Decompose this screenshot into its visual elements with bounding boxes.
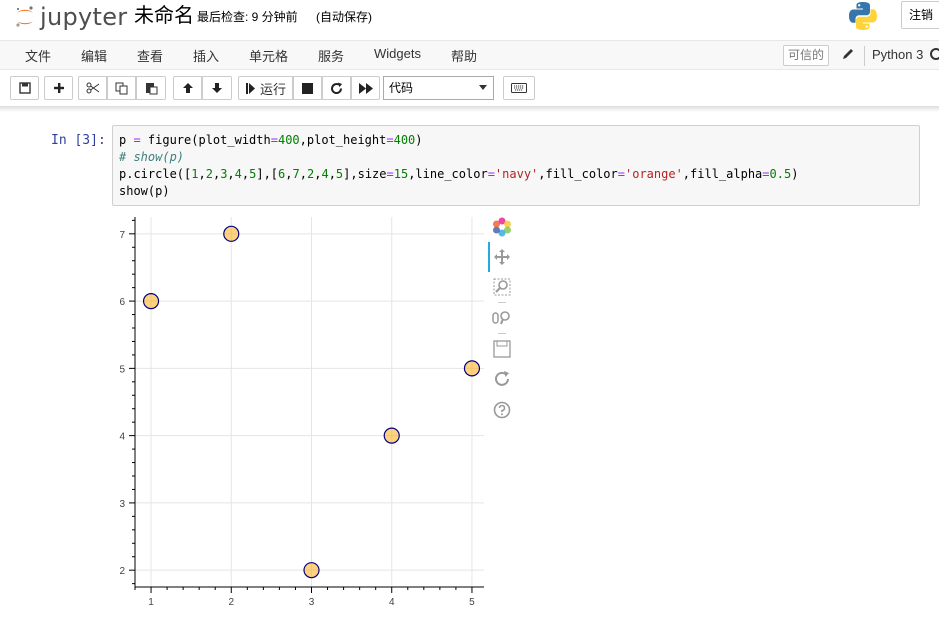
code-line: p.circle([1,2,3,4,5],[6,7,2,4,5],size=15… <box>119 167 799 181</box>
keyboard-icon <box>511 83 527 93</box>
scatter-point <box>223 225 240 242</box>
plus-icon <box>53 83 64 93</box>
command-palette-button[interactable] <box>503 76 535 100</box>
code-line: show(p) <box>119 184 170 198</box>
toolbar-shadow <box>0 106 939 112</box>
code-line: p = figure(plot_width=400,plot_height=40… <box>119 133 423 147</box>
scatter-point <box>383 427 400 444</box>
bokeh-plot[interactable]: 1 2 3 4 5 2 3 4 5 6 7 <box>112 212 484 622</box>
copy-icon <box>115 82 128 94</box>
menu-edit[interactable]: 编辑 <box>81 49 108 64</box>
tool-separator <box>498 333 506 334</box>
save-tool[interactable] <box>492 339 512 359</box>
logout-button[interactable]: 注销 <box>901 1 939 29</box>
wheel-zoom-icon <box>492 311 510 325</box>
kernel-name: Python 3 <box>872 47 924 62</box>
interrupt-button[interactable] <box>293 76 322 100</box>
jupyter-logo-icon <box>16 6 33 27</box>
y-tick-label: 5 <box>119 364 125 375</box>
x-tick-label: 2 <box>228 597 234 608</box>
input-prompt: In [3]: <box>51 133 106 148</box>
pencil-icon[interactable] <box>841 47 855 61</box>
menu-cell[interactable]: 单元格 <box>249 49 289 64</box>
cut-icon <box>86 82 99 94</box>
box-zoom-tool[interactable] <box>492 277 512 297</box>
cut-button[interactable] <box>78 76 107 100</box>
save-icon <box>18 82 31 94</box>
trusted-indicator[interactable]: 可信的 <box>783 45 830 66</box>
cell-type-value: 代码 <box>389 81 414 95</box>
jupyter-logo-text: jupyter <box>40 3 128 31</box>
move-up-button[interactable] <box>173 76 202 100</box>
arrow-down-icon <box>212 83 222 93</box>
help-icon <box>493 401 511 419</box>
code-line: # show(p) <box>119 150 185 164</box>
x-tick-label: 1 <box>148 597 154 608</box>
scatter-point <box>463 360 481 377</box>
plot-toolbar <box>486 212 526 432</box>
header: jupyter 未命名 最后检查: 9 分钟前 (自动保存) 注销 <box>0 0 939 40</box>
save-icon <box>493 340 511 358</box>
x-tick-label: 5 <box>469 597 475 608</box>
bokeh-logo[interactable] <box>492 217 512 237</box>
y-tick-label: 2 <box>119 566 125 577</box>
insert-cell-button[interactable] <box>44 76 73 100</box>
x-tick-label: 3 <box>309 597 315 608</box>
chevron-down-icon <box>479 85 487 90</box>
reset-icon <box>495 371 509 386</box>
y-tick-label: 7 <box>119 230 125 241</box>
toolbar: 运行 代码 <box>0 70 939 106</box>
menu-insert[interactable]: 插入 <box>193 49 220 64</box>
pan-tool[interactable] <box>492 247 512 267</box>
restart-button[interactable] <box>322 76 351 100</box>
menu-view[interactable]: 查看 <box>137 49 164 64</box>
copy-button[interactable] <box>107 76 136 100</box>
box-zoom-icon <box>493 278 511 296</box>
paste-icon <box>145 82 157 94</box>
python-logo-icon <box>849 2 877 30</box>
menu-widgets[interactable]: Widgets <box>374 46 421 61</box>
paste-button[interactable] <box>136 76 166 100</box>
scatter-points <box>142 225 481 579</box>
jupyter-logo[interactable]: jupyter <box>14 2 127 32</box>
stop-icon <box>302 82 313 94</box>
autosave-status: (自动保存) <box>316 10 372 24</box>
tool-separator <box>498 302 506 303</box>
restart-run-all-button[interactable] <box>351 76 380 100</box>
kernel-status-icon <box>930 48 939 60</box>
kernel-divider <box>864 46 865 66</box>
pan-icon <box>494 249 510 265</box>
cell-type-select[interactable]: 代码 <box>383 76 494 100</box>
y-tick-label: 4 <box>119 432 125 443</box>
checkpoint-status: 最后检查: 9 分钟前 <box>197 10 298 24</box>
menubar: 文件 编辑 查看 插入 单元格 服务 Widgets 帮助 可信的 Python… <box>0 40 939 70</box>
scatter-point <box>303 562 320 579</box>
fast-forward-icon <box>358 82 373 94</box>
menu-kernel[interactable]: 服务 <box>318 49 345 64</box>
bokeh-logo-icon <box>493 217 511 237</box>
restart-icon <box>331 82 343 94</box>
step-forward-icon <box>246 82 255 94</box>
axes: 1 2 3 4 5 2 3 4 5 6 7 <box>119 217 484 608</box>
move-down-button[interactable] <box>202 76 232 100</box>
reset-tool[interactable] <box>492 369 512 389</box>
save-button[interactable] <box>10 76 39 100</box>
notebook-name[interactable]: 未命名 <box>134 5 194 27</box>
grid-lines <box>135 217 484 587</box>
menu-file[interactable]: 文件 <box>25 49 52 64</box>
help-tool[interactable] <box>492 400 512 420</box>
y-tick-label: 6 <box>119 297 125 308</box>
run-label: 运行 <box>260 81 287 97</box>
y-tick-label: 3 <box>119 499 125 510</box>
scatter-point <box>142 292 160 310</box>
active-tool-indicator <box>488 242 490 272</box>
arrow-up-icon <box>182 83 193 93</box>
menu-help[interactable]: 帮助 <box>451 49 478 64</box>
code-cell[interactable]: p = figure(plot_width=400,plot_height=40… <box>112 125 920 206</box>
run-button[interactable]: 运行 <box>238 76 293 100</box>
x-tick-label: 4 <box>389 597 395 608</box>
wheel-zoom-tool[interactable] <box>492 308 512 328</box>
